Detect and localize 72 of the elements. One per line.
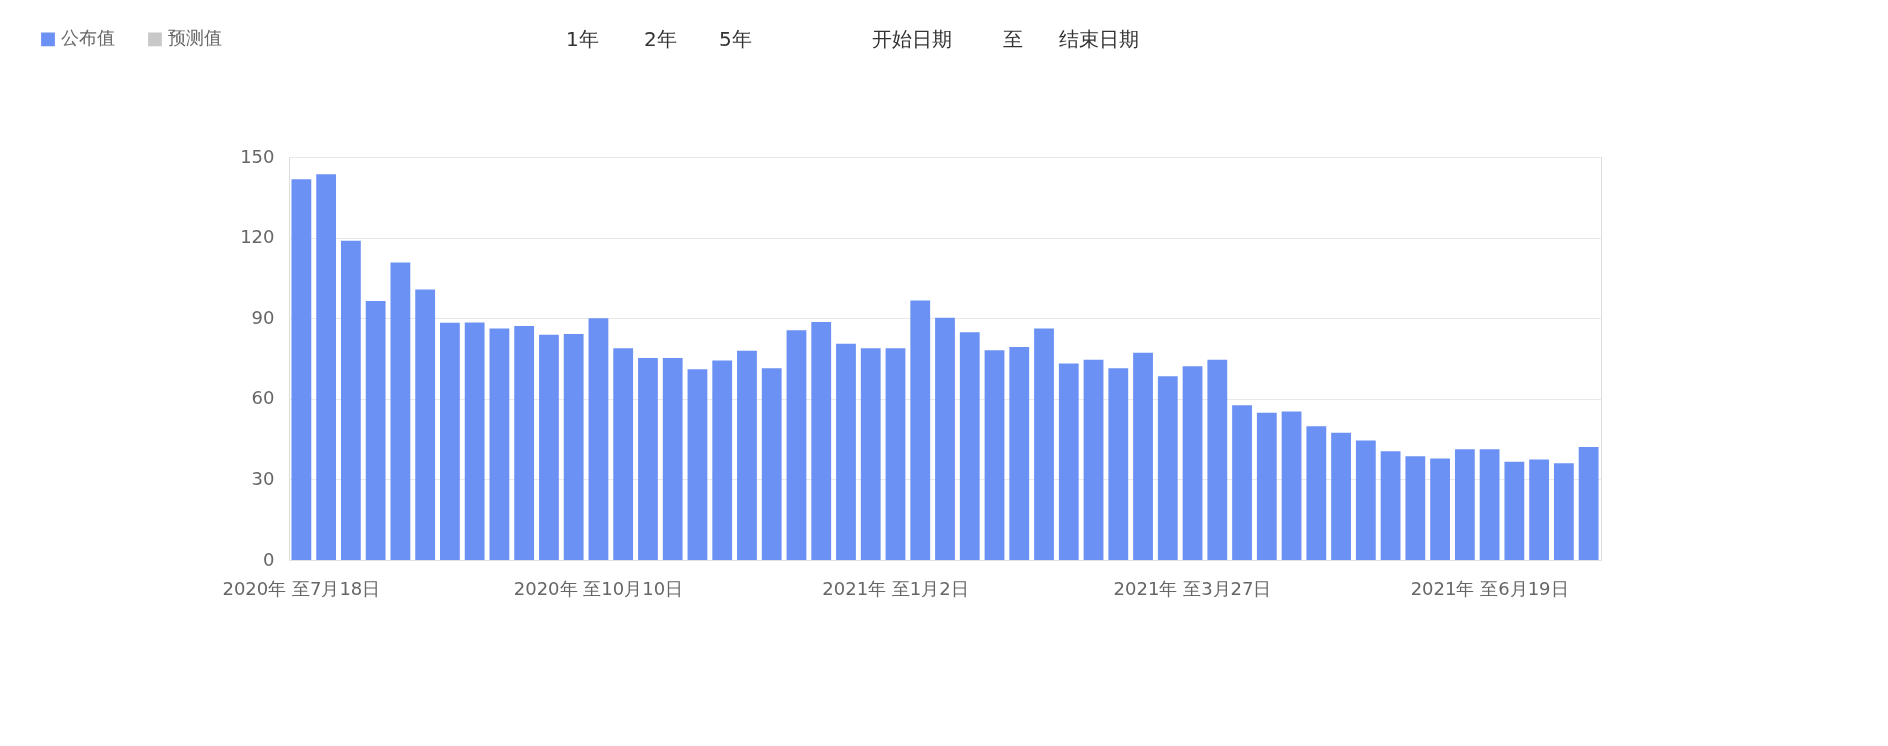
bar: [1232, 405, 1252, 560]
bar: [1479, 449, 1500, 560]
bar: [1529, 459, 1550, 560]
bar: [935, 317, 955, 560]
bar: [563, 334, 584, 560]
x-tick-label: 2021年 至3月27日: [1113, 577, 1272, 599]
legend-label: 公布值: [61, 27, 115, 49]
text: 5年: [719, 27, 752, 51]
bar: [1256, 412, 1277, 560]
bar: [1380, 451, 1401, 560]
bar: [761, 368, 782, 560]
bar: [1578, 446, 1599, 560]
bar: [984, 350, 1005, 560]
bar: [638, 357, 658, 560]
bar: [539, 334, 559, 560]
bar: [340, 240, 361, 560]
text: 开始日期: [872, 27, 952, 51]
bar: [365, 301, 386, 560]
bar: [1034, 328, 1054, 560]
bar: [1108, 368, 1129, 560]
bar: [1405, 456, 1426, 560]
bar: [712, 360, 733, 560]
bar: [737, 350, 757, 560]
bar: [860, 348, 881, 560]
bar: [1083, 359, 1104, 560]
y-tick-label: 60: [251, 387, 275, 409]
bar: [1504, 461, 1525, 560]
bar: [1355, 440, 1376, 560]
bar: [811, 321, 832, 560]
bar: [440, 322, 460, 560]
y-tick-label: 90: [251, 306, 275, 328]
bar: [1009, 346, 1030, 560]
x-tick-label: 2021年 至1月2日: [822, 577, 969, 599]
bar: [1281, 411, 1302, 560]
bar: [662, 357, 683, 560]
bar: [613, 348, 634, 560]
bar: [836, 343, 856, 560]
bar: [1157, 376, 1178, 560]
bar: [1553, 463, 1574, 560]
bar: [514, 325, 535, 560]
text: 结束日期: [1059, 27, 1139, 51]
bar: [885, 348, 906, 560]
bar: [1133, 352, 1153, 560]
text: 2年: [644, 27, 677, 51]
bar: [1306, 426, 1327, 560]
bar: [1207, 359, 1228, 560]
bar: [1454, 449, 1475, 560]
y-tick-label: 30: [251, 467, 275, 489]
bar: [291, 179, 312, 560]
bar: [959, 332, 980, 560]
y-tick-label: 0: [263, 548, 275, 570]
bar: [415, 289, 436, 560]
x-tick-label: 2020年 至7月18日: [222, 577, 381, 599]
text: 1年: [566, 27, 599, 51]
bar: [588, 318, 609, 560]
y-tick-label: 150: [240, 145, 275, 167]
bar: [1430, 458, 1450, 560]
bar: [316, 174, 337, 560]
bar: [1182, 366, 1203, 560]
bar: [786, 330, 807, 560]
x-tick-label: 2020年 至10月10日: [513, 577, 684, 599]
y-tick-label: 120: [240, 226, 275, 248]
bar: [1331, 432, 1351, 560]
bar: [1058, 363, 1079, 560]
bar: [910, 300, 931, 560]
bar: [390, 262, 411, 560]
legend-label: 预测值: [168, 27, 222, 49]
x-tick-label: 2021年 至6月19日: [1410, 577, 1569, 599]
bar: [687, 369, 708, 560]
text: 至: [1003, 27, 1023, 51]
bar: [464, 322, 485, 560]
bar: [489, 328, 510, 560]
